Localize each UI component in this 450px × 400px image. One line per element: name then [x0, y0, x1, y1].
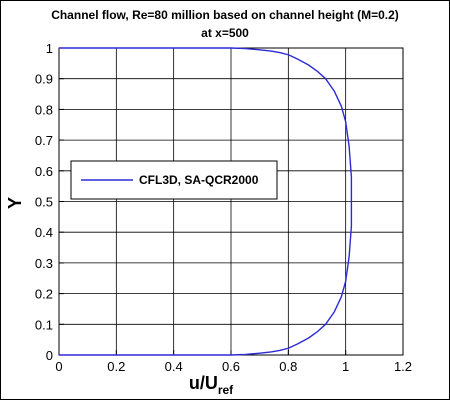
y-tick-label: 0.1: [35, 317, 53, 332]
x-tick-label: 0.8: [279, 359, 297, 374]
y-tick-label: 1: [46, 41, 53, 56]
legend-label: CFL3D, SA-QCR2000: [139, 173, 259, 187]
x-tick-label: 0.4: [165, 359, 183, 374]
chart-subtitle: at x=500: [201, 26, 249, 40]
axis-ticks: 0 0.2 0.4 0.6 0.8 1 1.2 0 0.1 0.2 0.3 0.4 0.5 0.6 0.7 0…: [35, 41, 412, 374]
y-tick-label: 0.5: [35, 195, 53, 210]
y-tick-label: 0.3: [35, 256, 53, 271]
x-tick-label: 1.2: [394, 359, 412, 374]
x-tick-label: 1: [342, 359, 349, 374]
y-tick-label: 0.8: [35, 102, 53, 117]
y-tick-label: 0.6: [35, 164, 53, 179]
y-tick-label: 0.7: [35, 133, 53, 148]
y-tick-label: 0.4: [35, 225, 53, 240]
y-tick-label: 0: [46, 348, 53, 363]
y-tick-label: 0.9: [35, 72, 53, 87]
series-line: [59, 47, 353, 356]
x-tick-label: 0: [55, 359, 62, 374]
x-tick-label: 0.6: [222, 359, 240, 374]
legend: CFL3D, SA-QCR2000: [70, 160, 278, 200]
chart-title: Channel flow, Re=80 million based on cha…: [51, 8, 399, 22]
y-tick-label: 0.2: [35, 287, 53, 302]
y-axis-title: Y: [5, 197, 25, 209]
x-axis-title: u/Uref: [189, 373, 234, 397]
series-layer: [59, 47, 353, 356]
x-tick-label: 0.2: [107, 359, 125, 374]
